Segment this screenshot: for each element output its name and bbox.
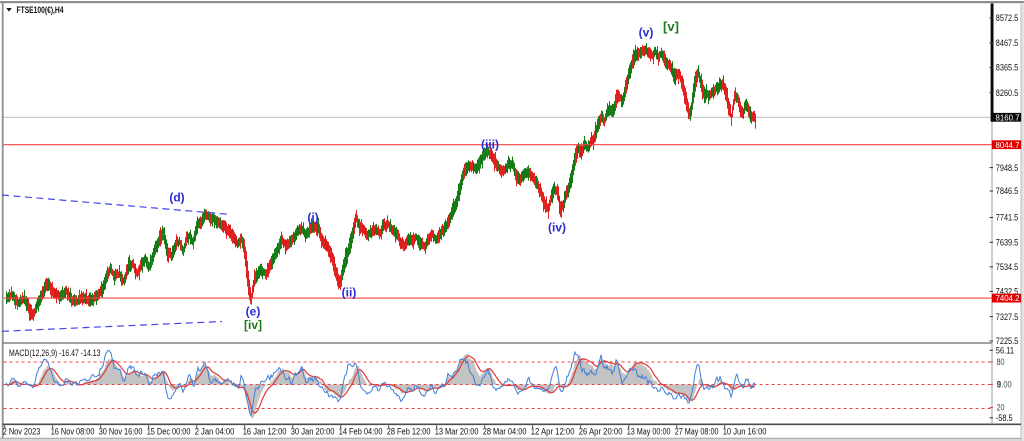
svg-text:[v]: [v]	[663, 19, 679, 34]
svg-text:7404.2: 7404.2	[996, 293, 1020, 303]
svg-text:8467.5: 8467.5	[996, 38, 1018, 48]
svg-text:13 May 00:00: 13 May 00:00	[627, 427, 671, 437]
svg-text:(v): (v)	[639, 26, 654, 40]
svg-text:56.11: 56.11	[996, 346, 1014, 356]
svg-text:7327.5: 7327.5	[996, 312, 1018, 322]
svg-text:8572.5: 8572.5	[996, 13, 1018, 23]
svg-text:16 Nov 08:00: 16 Nov 08:00	[51, 427, 95, 437]
svg-text:20: 20	[997, 403, 1005, 413]
svg-text:(iv): (iv)	[548, 221, 566, 235]
svg-text:0.00: 0.00	[997, 380, 1011, 390]
svg-text:(ii): (ii)	[342, 286, 357, 300]
svg-text:FTSE100(€),H4: FTSE100(€),H4	[17, 5, 64, 15]
svg-text:12 Apr 12:00: 12 Apr 12:00	[531, 427, 575, 437]
svg-text:7741.5: 7741.5	[996, 213, 1018, 223]
svg-text:-58.5: -58.5	[996, 413, 1013, 423]
svg-text:26 Apr 20:00: 26 Apr 20:00	[579, 427, 623, 437]
svg-text:7846.5: 7846.5	[996, 186, 1018, 196]
svg-text:MACD(12,26,9) -16.47 -14.13: MACD(12,26,9) -16.47 -14.13	[9, 348, 101, 358]
svg-text:2 Nov 2023: 2 Nov 2023	[3, 427, 41, 437]
svg-text:7225.5: 7225.5	[996, 336, 1018, 346]
svg-text:7534.5: 7534.5	[996, 262, 1018, 272]
svg-text:7948.5: 7948.5	[996, 163, 1018, 173]
svg-text:8260.5: 8260.5	[996, 88, 1018, 98]
svg-text:(e): (e)	[246, 305, 261, 319]
svg-text:8044.7: 8044.7	[996, 140, 1020, 150]
svg-text:30 Nov 16:00: 30 Nov 16:00	[99, 427, 143, 437]
svg-text:(d): (d)	[169, 191, 184, 205]
svg-text:30 Jan 20:00: 30 Jan 20:00	[291, 427, 335, 437]
svg-text:27 May 08:00: 27 May 08:00	[675, 427, 719, 437]
svg-text:9: 9	[997, 380, 1001, 390]
svg-text:7639.5: 7639.5	[996, 238, 1018, 248]
svg-text:80: 80	[997, 357, 1005, 367]
svg-text:10 Jun 16:00: 10 Jun 16:00	[723, 427, 767, 437]
svg-text:7432.5: 7432.5	[996, 287, 1018, 297]
svg-text:8365.5: 8365.5	[996, 63, 1018, 73]
svg-text:[iv]: [iv]	[244, 318, 262, 332]
svg-text:14 Feb 04:00: 14 Feb 04:00	[339, 427, 383, 437]
svg-text:28 Feb 12:00: 28 Feb 12:00	[387, 427, 431, 437]
svg-text:(i): (i)	[307, 211, 318, 225]
svg-text:28 Mar 04:00: 28 Mar 04:00	[483, 427, 527, 437]
svg-text:16 Jan 12:00: 16 Jan 12:00	[243, 427, 287, 437]
svg-text:(iii): (iii)	[481, 138, 499, 152]
svg-text:8160.7: 8160.7	[996, 112, 1020, 122]
svg-text:13 Mar 20:00: 13 Mar 20:00	[435, 427, 479, 437]
svg-text:2 Jan 04:00: 2 Jan 04:00	[195, 427, 235, 437]
svg-text:15 Dec 00:00: 15 Dec 00:00	[147, 427, 191, 437]
